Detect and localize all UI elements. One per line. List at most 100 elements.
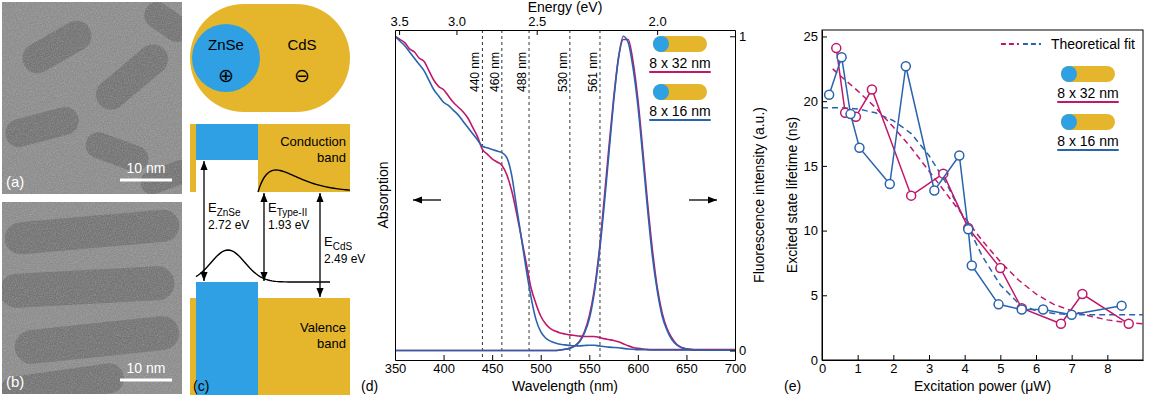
data-point bbox=[1056, 319, 1065, 328]
gap-arrow bbox=[203, 161, 204, 281]
tick: 4 bbox=[962, 355, 969, 376]
conduction-label: Conductionband bbox=[280, 134, 346, 165]
tick-mark bbox=[822, 101, 827, 102]
tick: 550 bbox=[579, 355, 601, 376]
series-line bbox=[395, 36, 735, 350]
valence-label-line: band bbox=[317, 336, 346, 351]
tick-mark bbox=[1107, 355, 1108, 360]
annotation-label: 530 nm bbox=[556, 52, 570, 92]
axis-line bbox=[823, 360, 1144, 361]
figure: 10 nm(a)10 nm(b)ZnSe⊕CdS⊖ConductionbandV… bbox=[0, 0, 1157, 398]
axis-line bbox=[395, 31, 396, 361]
plot-marks bbox=[822, 44, 1143, 329]
legend-label: Theoretical fit bbox=[1051, 36, 1135, 52]
tick-mark bbox=[1000, 355, 1001, 360]
annotation-label: 561 nm bbox=[586, 52, 600, 92]
tick-label: 6 bbox=[1033, 361, 1040, 376]
y-axis bbox=[395, 31, 396, 361]
data-point bbox=[964, 225, 973, 234]
legend-underline bbox=[649, 71, 710, 73]
figure-svg: 10 nm(a)10 nm(b)ZnSe⊕CdS⊖ConductionbandV… bbox=[0, 0, 1157, 398]
tick-label: 4 bbox=[962, 361, 969, 376]
tick-label: 600 bbox=[628, 361, 650, 376]
tick-mark bbox=[822, 36, 827, 37]
legend-icon bbox=[1061, 114, 1115, 130]
tick: 5 bbox=[811, 288, 827, 303]
data-point bbox=[867, 85, 876, 94]
tick: 3.0 bbox=[448, 14, 466, 35]
tick-label: 1 bbox=[855, 361, 862, 376]
band-block bbox=[258, 298, 350, 395]
tick-mark bbox=[657, 30, 658, 35]
annotation-label: 440 nm bbox=[468, 52, 482, 92]
legend-icon bbox=[653, 36, 707, 52]
gap-symbol: EType-II bbox=[268, 200, 307, 218]
plot-lines bbox=[395, 36, 735, 350]
tick-mark bbox=[822, 231, 827, 232]
tick-mark bbox=[541, 355, 542, 360]
tick-mark bbox=[1036, 355, 1037, 360]
band-diagram: ZnSe⊕CdS⊖ConductionbandValencebandEZnSe2… bbox=[190, 4, 365, 395]
tick-label: 0 bbox=[819, 361, 826, 376]
tick: 0 bbox=[811, 353, 827, 368]
tick-label: 2.5 bbox=[528, 14, 546, 29]
gap-symbol: EZnSe bbox=[208, 200, 241, 218]
gap-subscript: Type-II bbox=[277, 207, 308, 218]
x-axis-title: Excitation power (μW) bbox=[914, 378, 1051, 394]
tick-mark bbox=[893, 355, 894, 360]
lifetime-panel: 0123456780510152025Excitation power (μW)… bbox=[784, 29, 1144, 394]
y-axis-title: Excited state lifetime (ns) bbox=[784, 117, 800, 273]
series-line bbox=[829, 57, 1121, 315]
x-axis: 350400450500550600650700 bbox=[385, 355, 747, 376]
panel-label: (c) bbox=[193, 378, 209, 394]
tick: 25 bbox=[804, 29, 827, 44]
data-point bbox=[907, 191, 916, 200]
legend-icon bbox=[653, 84, 707, 100]
legend-icon-shell bbox=[653, 84, 707, 100]
fit-line bbox=[833, 69, 1143, 324]
shell-shape bbox=[190, 4, 350, 112]
conduction-label-line: band bbox=[317, 150, 346, 165]
tick-label: 400 bbox=[433, 361, 455, 376]
legend-underline bbox=[1057, 149, 1118, 151]
tick: 2 bbox=[890, 355, 897, 376]
legend-icon-shell bbox=[653, 36, 707, 52]
gap-symbol-letter: E bbox=[268, 200, 277, 215]
tick-mark bbox=[589, 355, 590, 360]
annotation-lines bbox=[482, 30, 600, 360]
legend: Theoretical fit8 x 32 nm8 x 16 nm bbox=[1001, 36, 1135, 150]
legend-icon-core bbox=[1061, 114, 1077, 130]
scale-bar bbox=[120, 379, 172, 382]
gap-value: 2.49 eV bbox=[324, 252, 365, 266]
scale-bar-label: 10 nm bbox=[127, 160, 166, 176]
tick: 500 bbox=[530, 355, 552, 376]
tick-label: 550 bbox=[579, 361, 601, 376]
axis-pointer bbox=[413, 199, 441, 200]
axis-line bbox=[396, 30, 736, 31]
particles bbox=[2, 2, 182, 194]
tick-mark bbox=[822, 360, 827, 361]
tem-image: 10 nm (b) bbox=[0, 202, 182, 398]
shell-label: CdS bbox=[287, 36, 316, 53]
panel-label: (d) bbox=[361, 378, 378, 394]
scale-bar-label: 10 nm bbox=[127, 360, 166, 376]
legend-label: 8 x 32 nm bbox=[649, 55, 710, 71]
gap-subscript: CdS bbox=[333, 241, 353, 252]
tick: 3 bbox=[926, 355, 933, 376]
tick: 5 bbox=[997, 355, 1004, 376]
data-point bbox=[901, 62, 910, 71]
data-point bbox=[1078, 290, 1087, 299]
fit-line bbox=[822, 108, 1143, 315]
y2-axis: 01 bbox=[730, 29, 746, 361]
tick-label: 3 bbox=[926, 361, 933, 376]
data-point bbox=[825, 90, 834, 99]
tick: 600 bbox=[628, 355, 650, 376]
data-point bbox=[885, 180, 894, 189]
valence-label: Valenceband bbox=[300, 320, 346, 351]
tick-mark bbox=[730, 36, 735, 37]
tick: 7 bbox=[1069, 355, 1076, 376]
tick-label: 350 bbox=[385, 361, 407, 376]
conduction-label-line: Conduction bbox=[280, 134, 346, 149]
panel-label: (b) bbox=[6, 373, 24, 390]
tick: 400 bbox=[433, 355, 455, 376]
